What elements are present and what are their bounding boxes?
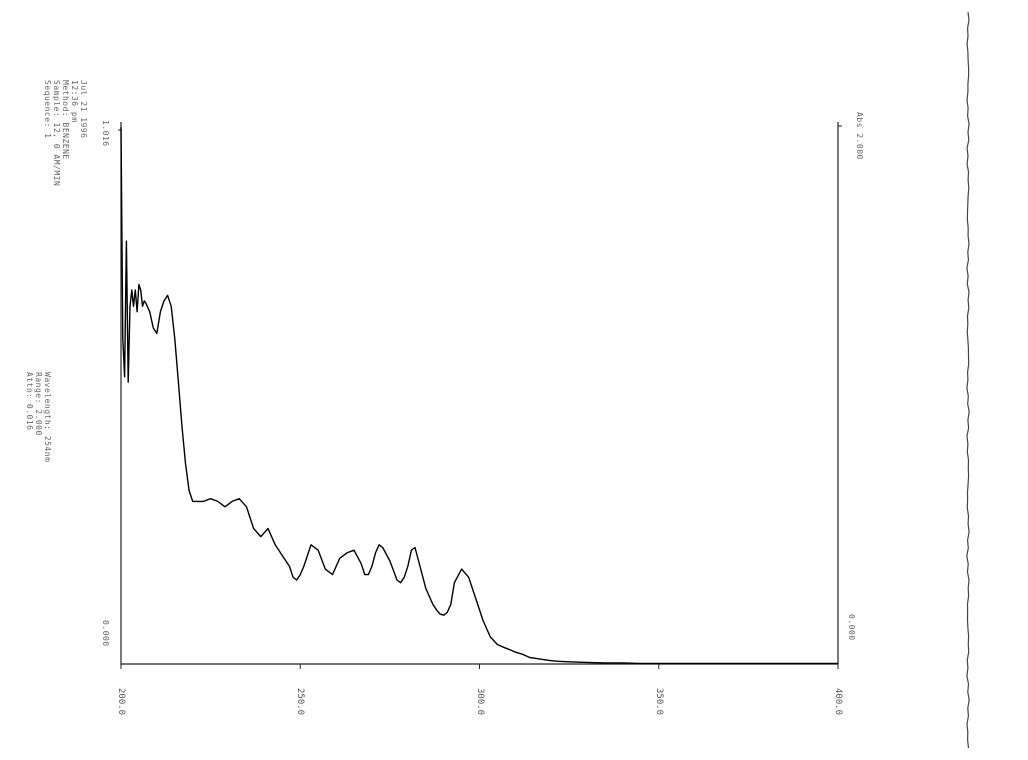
x-tick-label: 250.0	[295, 688, 306, 716]
x-tick-label: 400.0	[833, 688, 843, 716]
scan-edge-line	[966, 11, 970, 749]
x-tick-label: 300.0	[474, 688, 485, 716]
scan-edge-path	[966, 11, 970, 749]
x-ticks	[120, 664, 839, 669]
axes	[118, 122, 842, 666]
spectrum-line	[120, 127, 838, 665]
x-tick-label: 350.0	[653, 688, 664, 716]
x-tick-label: 200.0	[116, 688, 126, 716]
plot-area	[120, 127, 839, 665]
